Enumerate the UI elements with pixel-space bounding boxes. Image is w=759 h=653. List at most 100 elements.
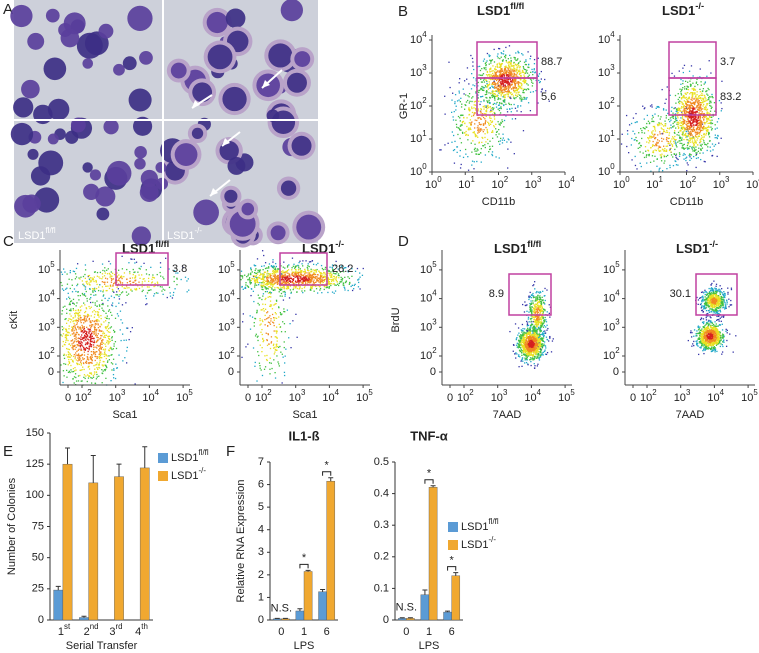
event-dot	[711, 108, 712, 109]
event-dot	[698, 127, 699, 128]
event-dot	[275, 347, 276, 348]
x-tick-label-base: 10	[109, 392, 121, 404]
event-dot	[93, 349, 94, 350]
x-tick-label: 0	[65, 392, 71, 404]
event-dot	[258, 355, 259, 356]
event-dot	[317, 292, 318, 293]
event-dot	[485, 120, 486, 121]
event-dot	[363, 268, 364, 269]
event-dot	[497, 84, 498, 85]
event-dot	[517, 58, 518, 59]
event-dot	[626, 115, 627, 116]
event-dot	[77, 284, 78, 285]
event-dot	[68, 279, 69, 280]
event-dot	[109, 309, 110, 310]
cell	[224, 190, 237, 203]
event-dot	[710, 101, 711, 102]
x-tick-label-sup: 0	[625, 175, 630, 184]
event-dot	[105, 328, 106, 329]
event-dot	[82, 294, 83, 295]
event-dot	[287, 276, 288, 277]
event-dot	[650, 147, 651, 148]
event-dot	[146, 298, 147, 299]
event-dot	[103, 361, 104, 362]
event-dot	[83, 348, 84, 349]
gate-percent: 83.2	[720, 91, 741, 103]
event-dot	[684, 65, 685, 66]
event-dot	[496, 102, 497, 103]
event-dot	[91, 344, 92, 345]
event-dot	[71, 347, 72, 348]
event-dot	[700, 116, 701, 117]
event-dot	[118, 288, 119, 289]
event-dot	[92, 378, 93, 379]
event-dot	[705, 144, 706, 145]
event-dot	[513, 97, 514, 98]
event-dot	[502, 90, 503, 91]
event-dot	[261, 309, 262, 310]
event-dot	[700, 159, 701, 160]
event-dot	[75, 373, 76, 374]
event-dot	[679, 89, 680, 90]
event-dot	[130, 258, 131, 259]
event-dot	[709, 123, 710, 124]
x-tick-label: 102	[492, 175, 509, 191]
event-dot	[257, 258, 258, 259]
event-dot	[695, 100, 696, 101]
event-dot	[648, 121, 649, 122]
event-dot	[66, 323, 67, 324]
event-dot	[460, 167, 461, 168]
event-dot	[704, 109, 705, 110]
event-dot	[78, 315, 79, 316]
event-dot	[506, 82, 507, 83]
event-dot	[641, 132, 642, 133]
event-dot	[251, 269, 252, 270]
event-dot	[157, 293, 158, 294]
event-dot	[686, 136, 687, 137]
event-dot	[490, 106, 491, 107]
event-dot	[89, 275, 90, 276]
event-dot	[269, 362, 270, 363]
event-dot	[692, 92, 693, 93]
event-dot	[698, 125, 699, 126]
event-dot	[267, 345, 268, 346]
event-dot	[481, 148, 482, 149]
event-dot	[130, 331, 131, 332]
event-dot	[509, 108, 510, 109]
x-axis-label: CD11b	[670, 196, 703, 208]
event-dot	[467, 139, 468, 140]
event-dot	[254, 286, 255, 287]
event-dot	[707, 129, 708, 130]
event-dot	[673, 165, 674, 166]
event-dot	[84, 293, 85, 294]
event-dot	[464, 80, 465, 81]
event-dot	[474, 123, 475, 124]
event-dot	[467, 135, 468, 136]
event-dot	[120, 281, 121, 282]
event-dot	[84, 328, 85, 329]
event-dot	[462, 121, 463, 122]
event-dot	[120, 311, 121, 312]
event-dot	[517, 106, 518, 107]
event-dot	[682, 133, 683, 134]
event-dot	[468, 107, 469, 108]
event-dot	[71, 355, 72, 356]
event-dot	[109, 273, 110, 274]
event-dot	[117, 294, 118, 295]
panel-letter: C	[3, 233, 14, 250]
event-dot	[275, 312, 276, 313]
event-dot	[471, 108, 472, 109]
event-dot	[654, 134, 655, 135]
event-dot	[660, 154, 661, 155]
event-dot	[259, 318, 260, 319]
event-dot	[102, 276, 103, 277]
event-dot	[276, 266, 277, 267]
event-dot	[250, 273, 251, 274]
event-dot	[466, 126, 467, 127]
event-dot	[499, 92, 500, 93]
event-dot	[88, 349, 89, 350]
event-dot	[679, 156, 680, 157]
y-tick-label-base: 10	[410, 34, 422, 46]
event-dot	[666, 168, 667, 169]
event-dot	[80, 339, 81, 340]
